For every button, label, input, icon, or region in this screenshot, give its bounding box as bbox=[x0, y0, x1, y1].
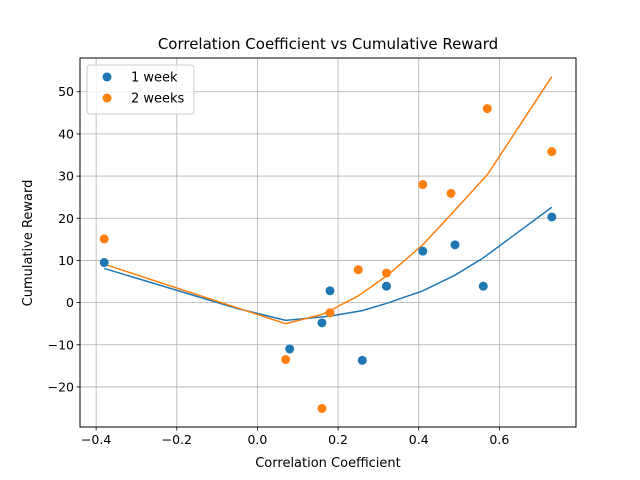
data-point bbox=[99, 234, 109, 244]
data-point bbox=[325, 308, 335, 318]
data-point bbox=[317, 403, 327, 413]
data-point bbox=[353, 265, 363, 275]
plot-data bbox=[99, 76, 557, 413]
legend-box bbox=[86, 64, 195, 115]
y-tick-label: 30 bbox=[58, 169, 74, 184]
y-axis-label: Cumulative Reward bbox=[21, 180, 36, 307]
data-point bbox=[446, 188, 456, 198]
chart-title: Correlation Coefficient vs Cumulative Re… bbox=[158, 35, 498, 53]
y-tick-label: −20 bbox=[48, 379, 74, 394]
data-point bbox=[482, 104, 492, 114]
y-tick-label: −10 bbox=[48, 337, 74, 352]
x-tick-label: −0.2 bbox=[162, 432, 192, 447]
data-point bbox=[547, 212, 557, 222]
y-tick-label: 10 bbox=[58, 253, 74, 268]
x-axis-label: Correlation Coefficient bbox=[255, 456, 401, 471]
x-tick-label: 0.0 bbox=[247, 432, 267, 447]
grid-lines bbox=[80, 58, 576, 427]
legend-marker bbox=[102, 93, 112, 103]
x-tick-label: 0.2 bbox=[328, 432, 348, 447]
fit-line bbox=[103, 76, 553, 325]
data-point bbox=[281, 355, 291, 365]
data-point bbox=[381, 281, 391, 291]
data-point bbox=[317, 318, 327, 328]
plot-frame bbox=[79, 57, 577, 428]
data-point bbox=[547, 147, 557, 157]
data-point bbox=[450, 240, 460, 250]
data-point bbox=[381, 268, 391, 278]
x-tick-label: 0.4 bbox=[409, 432, 429, 447]
y-tick-label: 50 bbox=[58, 84, 74, 99]
fit-line bbox=[103, 206, 553, 322]
data-point bbox=[478, 281, 488, 291]
data-point bbox=[357, 355, 367, 365]
data-point bbox=[325, 286, 335, 296]
y-tick-label: 20 bbox=[58, 211, 74, 226]
x-tick-label: −0.4 bbox=[81, 432, 111, 447]
legend-label: 2 weeks bbox=[131, 92, 185, 107]
data-point bbox=[418, 180, 428, 190]
y-tick-label: 0 bbox=[66, 295, 74, 310]
data-point bbox=[285, 344, 295, 354]
axis-ticks: −0.4 −0.2 0.0 0.2 0.4 0.6 −20 −10 0 10 20 30 40 50 bbox=[48, 84, 510, 447]
data-point bbox=[99, 258, 109, 268]
x-tick-label: 0.6 bbox=[489, 432, 509, 447]
legend: 1 week 2 weeks bbox=[86, 64, 195, 115]
y-tick-label: 40 bbox=[58, 126, 74, 141]
legend-label: 1 week bbox=[131, 71, 178, 86]
legend-marker bbox=[102, 72, 112, 82]
data-point bbox=[418, 246, 428, 256]
